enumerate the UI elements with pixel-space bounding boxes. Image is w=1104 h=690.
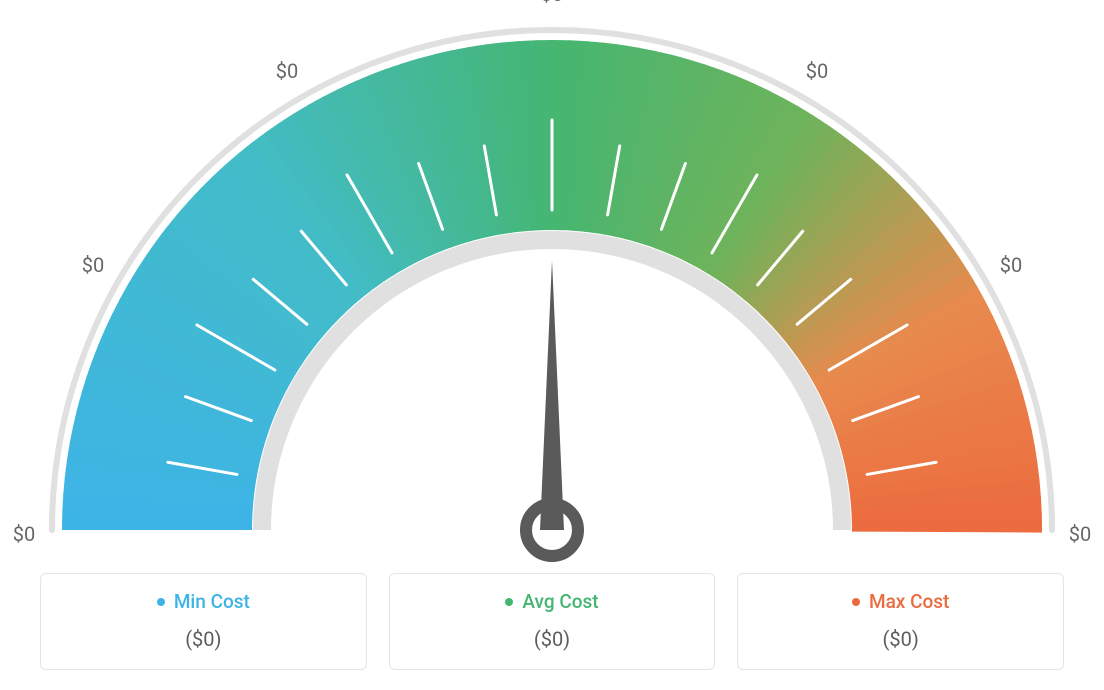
legend-value-min: ($0)	[51, 627, 356, 651]
gauge-tick-label: $0	[276, 59, 298, 83]
dot-icon	[505, 598, 513, 606]
legend-card-min: Min Cost ($0)	[40, 573, 367, 670]
gauge-tick-label: $0	[1000, 253, 1022, 277]
legend-label-text: Min Cost	[174, 590, 250, 613]
gauge-tick-label: $0	[806, 59, 828, 83]
legend-label-text: Max Cost	[869, 590, 949, 613]
dot-icon	[852, 598, 860, 606]
legend-label-min: Min Cost	[157, 590, 250, 613]
gauge-tick-label: $0	[13, 522, 35, 546]
gauge-tick-label: $0	[1069, 522, 1091, 546]
legend-label-max: Max Cost	[852, 590, 949, 613]
legend-label-text: Avg Cost	[522, 590, 598, 613]
legend-label-avg: Avg Cost	[505, 590, 598, 613]
gauge-svg	[22, 10, 1082, 570]
legend-card-avg: Avg Cost ($0)	[389, 573, 716, 670]
legend-value-max: ($0)	[748, 627, 1053, 651]
gauge-tick-label: $0	[541, 0, 563, 6]
legend-card-max: Max Cost ($0)	[737, 573, 1064, 670]
gauge-tick-label: $0	[82, 253, 104, 277]
legend-row: Min Cost ($0) Avg Cost ($0) Max Cost ($0…	[40, 573, 1064, 670]
legend-value-avg: ($0)	[400, 627, 705, 651]
dot-icon	[157, 598, 165, 606]
cost-gauge: $0$0$0$0$0$0$0	[22, 10, 1082, 570]
